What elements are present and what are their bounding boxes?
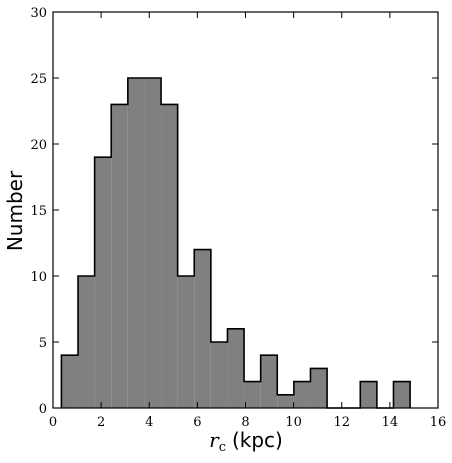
histogram-bar-20 bbox=[393, 381, 411, 408]
histogram-bar-0 bbox=[61, 355, 79, 408]
histogram-bar-15 bbox=[310, 368, 328, 408]
histogram-bar-13 bbox=[277, 394, 294, 408]
x-axis-title-symbol: r bbox=[209, 428, 220, 452]
y-tick-label-25: 25 bbox=[30, 72, 47, 87]
x-tick-label-4: 4 bbox=[145, 415, 153, 430]
y-tick-label-0: 0 bbox=[39, 402, 47, 417]
histogram-bar-18 bbox=[360, 381, 377, 408]
histogram-bar-9 bbox=[210, 342, 228, 408]
axis-tick-labels: 0 2 4 6 8 10 12 14 16 0 5 10 15 20 25 30 bbox=[30, 6, 446, 430]
histogram-bar-8 bbox=[194, 249, 211, 408]
histogram-bar-12 bbox=[260, 355, 278, 408]
y-tick-label-30: 30 bbox=[30, 6, 47, 21]
histogram-bar-3 bbox=[111, 104, 128, 409]
y-tick-label-15: 15 bbox=[30, 204, 47, 219]
histogram-bar-6 bbox=[161, 104, 178, 409]
x-tick-label-14: 14 bbox=[382, 415, 399, 430]
x-tick-label-0: 0 bbox=[49, 415, 57, 430]
axis-ticks bbox=[52, 11, 439, 409]
y-tick-label-10: 10 bbox=[30, 270, 47, 285]
x-tick-label-12: 12 bbox=[333, 415, 350, 430]
x-tick-label-8: 8 bbox=[241, 415, 249, 430]
x-tick-label-6: 6 bbox=[193, 415, 201, 430]
y-tick-label-20: 20 bbox=[30, 138, 47, 153]
x-tick-label-10: 10 bbox=[285, 415, 302, 430]
histogram-bar-7 bbox=[177, 276, 195, 408]
x-tick-label-16: 16 bbox=[430, 415, 447, 430]
histogram-bar-11 bbox=[244, 381, 261, 408]
histogram-bar-4 bbox=[127, 78, 145, 408]
histogram-bar-5 bbox=[144, 78, 162, 408]
histogram-bars bbox=[61, 78, 411, 409]
x-axis-title-unit: (kpc) bbox=[232, 428, 283, 452]
histogram-bar-10 bbox=[227, 328, 245, 408]
y-tick-label-5: 5 bbox=[39, 336, 47, 351]
x-axis-title: rc (kpc) bbox=[209, 428, 283, 455]
histogram-bar-14 bbox=[293, 381, 311, 408]
histogram-outline bbox=[60, 77, 411, 409]
x-tick-label-2: 2 bbox=[97, 415, 105, 430]
histogram-bar-2 bbox=[94, 157, 112, 408]
y-axis-title: Number bbox=[3, 170, 27, 251]
histogram-bar-1 bbox=[78, 276, 95, 408]
x-axis-title-subscript: c bbox=[219, 440, 226, 455]
